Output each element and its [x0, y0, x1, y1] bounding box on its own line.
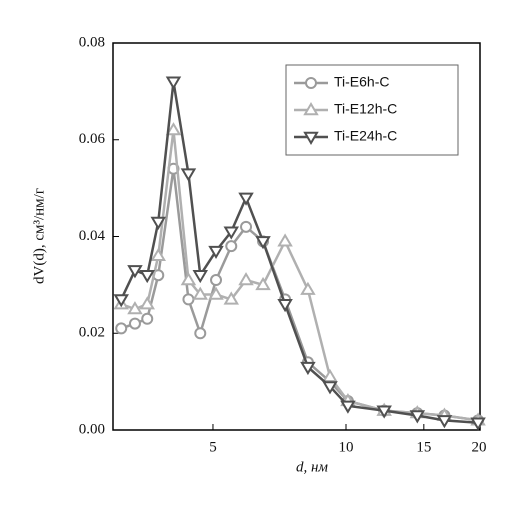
- x-tick-label: 5: [209, 439, 217, 455]
- y-tick-label: 0.02: [79, 325, 105, 341]
- marker: [223, 226, 240, 240]
- marker: [300, 361, 316, 376]
- series-line: [120, 168, 479, 422]
- marker: [180, 168, 197, 182]
- marker: [139, 270, 155, 284]
- marker: [165, 76, 182, 90]
- y-tick-label: 0.00: [79, 421, 105, 437]
- marker: [225, 240, 238, 253]
- legend-label: Ti-E12h-C: [334, 101, 397, 117]
- marker: [113, 294, 129, 308]
- marker: [409, 410, 426, 424]
- x-tick-label: 10: [339, 439, 354, 455]
- marker: [127, 301, 143, 315]
- marker: [210, 274, 223, 287]
- y-tick-label: 0.06: [79, 131, 106, 147]
- x-tick-label: 15: [416, 439, 431, 455]
- x-axis-label: d, нм: [296, 459, 328, 475]
- marker: [223, 291, 240, 305]
- marker: [150, 216, 167, 230]
- marker: [340, 400, 356, 414]
- marker: [127, 265, 143, 279]
- marker: [303, 131, 319, 145]
- marker: [436, 415, 453, 429]
- marker: [208, 245, 224, 259]
- marker: [303, 102, 319, 116]
- marker: [238, 192, 254, 206]
- legend-label: Ti-E24h-C: [334, 128, 397, 144]
- y-axis-label: dV(d), см³/нм/г: [31, 188, 47, 284]
- marker: [305, 77, 317, 89]
- x-tick-label: 20: [472, 439, 487, 455]
- marker: [255, 236, 271, 250]
- marker: [277, 233, 293, 247]
- y-tick-label: 0.08: [79, 34, 105, 50]
- y-tick-label: 0.04: [79, 228, 106, 244]
- marker: [139, 296, 155, 310]
- marker: [255, 276, 271, 291]
- marker: [208, 286, 224, 300]
- marker: [141, 312, 154, 325]
- marker: [150, 247, 167, 262]
- marker: [277, 299, 293, 313]
- marker: [240, 220, 253, 233]
- marker: [192, 286, 209, 300]
- marker: [192, 270, 209, 284]
- marker: [376, 405, 392, 419]
- legend-label: Ti-E6h-C: [334, 74, 390, 90]
- marker: [128, 317, 141, 330]
- marker: [300, 281, 316, 295]
- marker: [194, 327, 207, 340]
- legend: Ti-E6h-C Ti-E12h-C Ti-E24h-C: [285, 64, 459, 156]
- marker: [238, 272, 254, 286]
- marker: [182, 293, 195, 306]
- marker: [115, 322, 128, 335]
- marker: [322, 368, 338, 382]
- marker: [180, 272, 197, 286]
- marker: [322, 381, 338, 395]
- marker: [470, 417, 486, 431]
- marker: [165, 122, 182, 136]
